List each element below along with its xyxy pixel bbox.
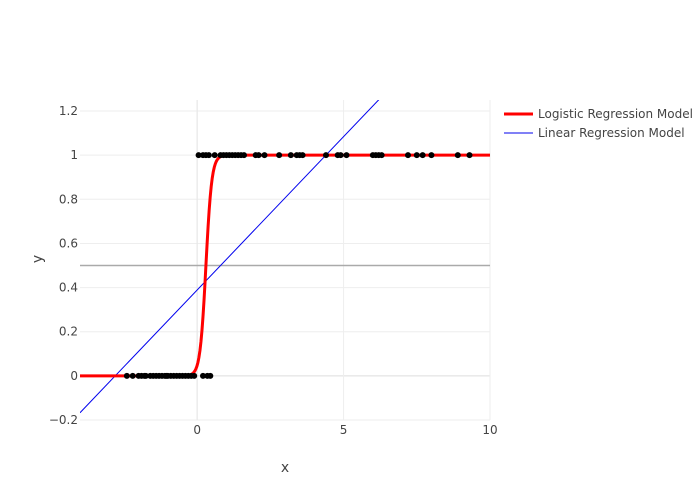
x-tick-labels: 0 5 10	[193, 423, 497, 437]
data-point-y0-1	[129, 372, 136, 379]
data-point-y1-15	[255, 152, 262, 159]
data-point-y0-23	[200, 372, 206, 379]
y-tick-label-6: 1	[70, 148, 78, 162]
legend-label-linear: Linear Regression Model	[538, 126, 685, 140]
data-point-y0-25	[207, 372, 214, 379]
data-point-y1-21	[299, 152, 306, 159]
data-point-y1-18	[287, 152, 294, 159]
y-tick-label-0: −0.2	[49, 413, 78, 427]
scatter-points-layer	[123, 152, 473, 379]
x-axis-title: x	[281, 460, 289, 476]
legend: Logistic Regression Model Linear Regress…	[504, 107, 693, 140]
data-point-y0-22	[191, 372, 198, 379]
y-tick-label-5: 0.8	[59, 192, 78, 206]
linear-regression-line	[80, 100, 380, 414]
data-point-y1-25	[343, 152, 350, 159]
y-tick-label-7: 1.2	[59, 104, 78, 118]
data-point-y1-29	[378, 152, 385, 159]
data-point-y1-30	[405, 152, 411, 159]
data-point-y0-5	[142, 372, 149, 379]
y-tick-label-1: 0	[70, 369, 78, 383]
x-tick-label-2: 10	[482, 423, 497, 437]
data-point-y1-13	[241, 152, 247, 159]
data-point-y1-0	[195, 152, 202, 159]
grid-layer	[80, 100, 491, 421]
y-tick-label-2: 0.2	[59, 325, 78, 339]
data-point-y1-33	[428, 152, 435, 159]
data-point-y0-0	[123, 372, 130, 379]
y-tick-label-3: 0.4	[59, 281, 78, 295]
legend-label-logistic: Logistic Regression Model	[538, 107, 693, 121]
y-tick-label-4: 0.6	[59, 236, 78, 250]
data-point-y1-4	[211, 152, 218, 159]
data-point-y1-16	[261, 152, 268, 159]
x-tick-label-0: 0	[193, 423, 201, 437]
data-point-y1-3	[205, 152, 212, 159]
y-axis-title: y	[30, 255, 46, 263]
data-point-y1-24	[337, 152, 344, 159]
y-tick-labels: −0.2 0 0.2 0.4 0.6 0.8 1 1.2	[49, 104, 78, 427]
series-layer	[80, 100, 490, 414]
data-point-y1-17	[276, 152, 283, 159]
data-point-y1-35	[466, 152, 473, 159]
x-tick-label-1: 5	[340, 423, 348, 437]
data-point-y1-31	[413, 152, 420, 159]
data-point-y1-34	[454, 152, 461, 159]
data-point-y1-22	[323, 152, 329, 159]
data-point-y1-32	[419, 152, 426, 159]
